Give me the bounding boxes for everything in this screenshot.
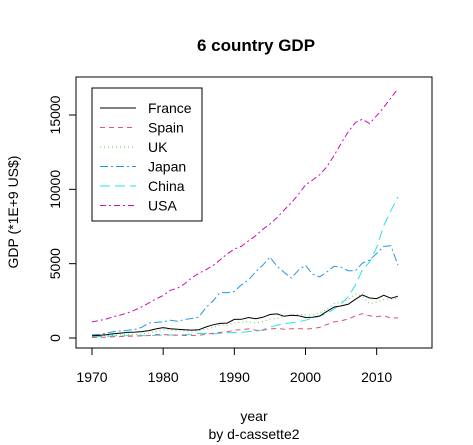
y-tick-label: 10000 [47,170,63,209]
y-axis: 0 5000 10000 15000 [47,95,77,342]
x-tick-label: 1990 [219,369,250,385]
x-tick-label: 2000 [290,369,321,385]
legend-label-japan: Japan [148,159,186,175]
legend-label-usa: USA [148,198,177,214]
x-axis: 1970 1980 1990 2000 2010 [76,347,398,385]
x-axis-label: year [240,408,268,424]
chart-subtitle: by d-cassette2 [208,426,299,442]
series-layer [91,88,399,338]
x-tick-label: 2010 [361,369,392,385]
x-tick-label: 1970 [76,369,107,385]
series-line-uk [91,293,399,337]
series-line-france [91,294,399,337]
legend-box [91,87,203,222]
y-tick-label: 0 [47,334,63,342]
legend-label-uk: UK [148,139,168,155]
legend-label-france: France [148,100,192,116]
series-line-usa [91,88,399,323]
x-tick-label: 1980 [148,369,179,385]
y-tick-label: 15000 [47,95,63,134]
series-line-china [91,196,399,338]
series-line-japan [91,245,399,336]
legend-label-china: China [148,178,185,194]
y-tick-label: 5000 [47,248,63,279]
chart-title: 6 country GDP [197,36,315,55]
legend-label-spain: Spain [148,120,184,136]
legend: France Spain UK Japan China USA [91,87,203,222]
series-line-spain [91,313,399,338]
y-axis-label: GDP (*1E+9 US$) [5,156,21,269]
